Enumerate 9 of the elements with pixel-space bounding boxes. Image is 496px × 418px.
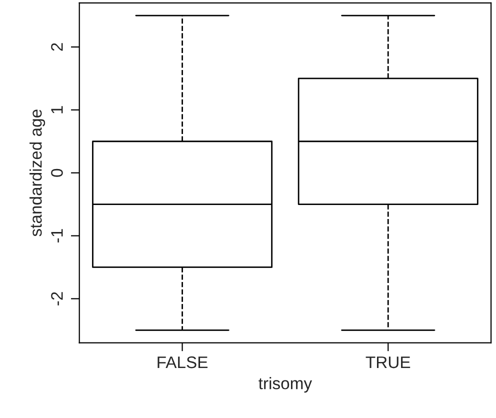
y-tick-label: 2 — [51, 43, 63, 51]
x-tick-label: TRUE — [366, 356, 410, 368]
y-tick-label: -1 — [51, 229, 63, 242]
y-tick-label: 0 — [51, 168, 63, 177]
y-tick-label: -2 — [51, 292, 63, 306]
x-tick-label: FALSE — [158, 356, 208, 368]
x-axis-title: trisomy — [258, 377, 312, 393]
y-tick-label: 1 — [51, 106, 63, 114]
y-axis-title: standardized age — [30, 110, 46, 236]
